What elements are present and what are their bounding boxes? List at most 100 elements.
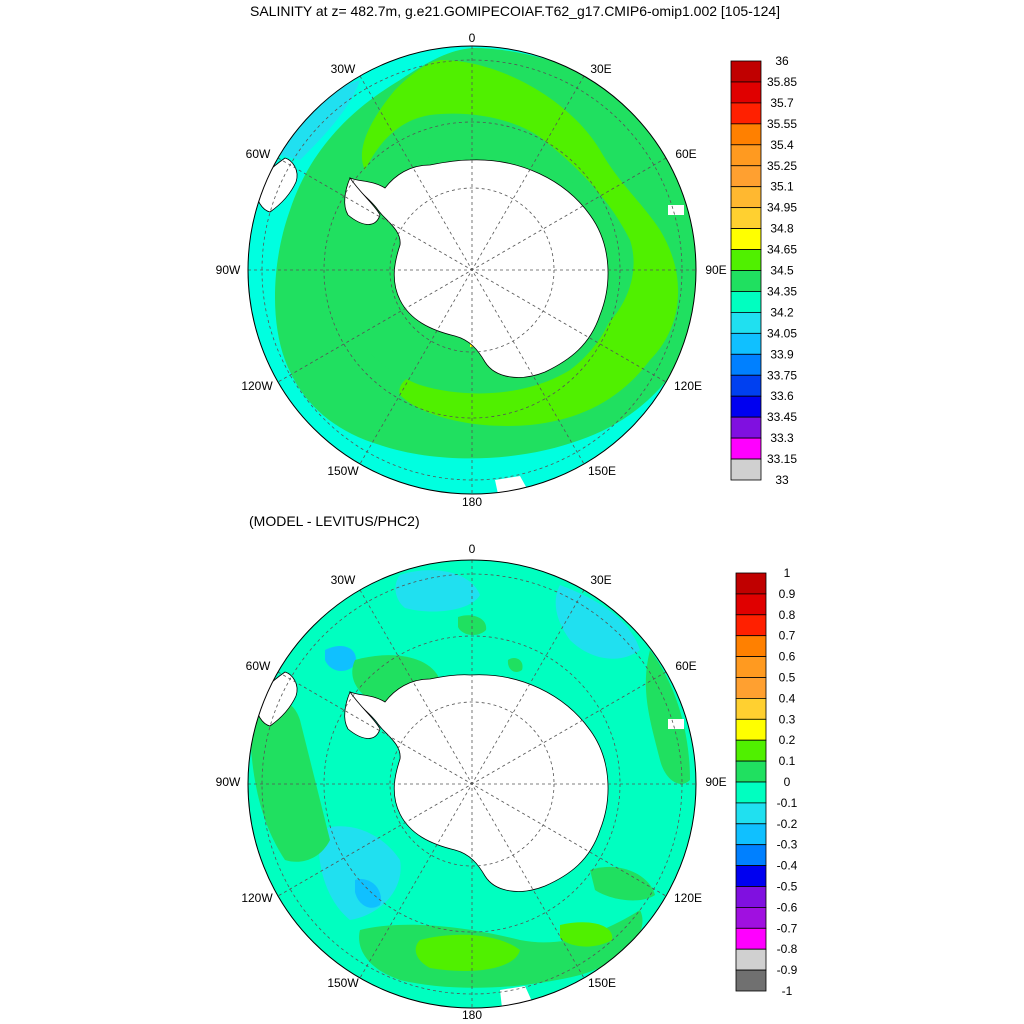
difference-colorbar-swatch-18 xyxy=(735,948,767,971)
graticule-bottom xyxy=(248,560,696,1008)
lon-90e-b: 90E xyxy=(705,775,726,789)
difference-colorbar-swatch-12 xyxy=(735,823,767,846)
salinity-colorbar-label-8: 34.8 xyxy=(770,222,794,236)
difference-colorbar-label-13: -0.3 xyxy=(777,838,798,852)
lon-180-b: 180 xyxy=(462,1008,482,1022)
island-kerguelen-bottom xyxy=(668,719,684,729)
diff-atlantic-negative xyxy=(395,570,480,612)
diff-south-atlantic-negative xyxy=(325,645,356,672)
salinity-colorbar-swatch-0 xyxy=(730,60,762,83)
lon-150e-b: 150E xyxy=(588,976,616,990)
salinity-colorbar-label-15: 33.75 xyxy=(767,368,797,382)
difference-colorbar-label-18: -0.8 xyxy=(777,942,798,956)
salinity-colorbar-label-2: 35.7 xyxy=(770,96,794,110)
difference-colorbar-swatch-8 xyxy=(735,739,767,762)
difference-colorbar-label-15: -0.5 xyxy=(777,880,798,894)
salinity-colorbar-label-9: 34.65 xyxy=(767,243,797,257)
salinity-colorbar-swatch-3 xyxy=(730,123,762,146)
difference-colorbar-label-6: 0.4 xyxy=(779,691,796,705)
salinity-colorbar: 36 35.85 35.7 35.55 35.4 35.25 35.1 34.95 34.8 34… xyxy=(730,54,797,487)
difference-colorbar-swatch-11 xyxy=(735,802,767,825)
lon-120w: 120W xyxy=(241,379,273,393)
salinity-colorbar-label-12: 34.2 xyxy=(770,305,794,319)
difference-colorbar-label-8: 0.2 xyxy=(779,733,796,747)
antarctica-land xyxy=(349,159,609,378)
salinity-colorbar-swatch-5 xyxy=(730,165,762,188)
lon-120e-b: 120E xyxy=(674,891,702,905)
difference-colorbar-label-16: -0.6 xyxy=(777,900,798,914)
salinity-colorbar-swatch-19 xyxy=(730,458,762,481)
salinity-colorbar-label-1: 35.85 xyxy=(767,75,797,89)
difference-colorbar-swatch-3 xyxy=(735,635,767,658)
diff-east-pacific-positive xyxy=(590,866,655,901)
lon-60e: 60E xyxy=(675,147,696,161)
salinity-colorbar-label-5: 35.25 xyxy=(767,159,797,173)
difference-colorbar-label-14: -0.4 xyxy=(777,859,798,873)
salinity-colorbar-label-3: 35.55 xyxy=(767,117,797,131)
salinity-colorbar-swatch-1 xyxy=(730,81,762,104)
difference-colorbar-label-12: -0.2 xyxy=(777,817,798,831)
difference-colorbar-label-10: 0 xyxy=(784,775,791,789)
south-america-land xyxy=(254,157,298,213)
difference-colorbar-swatch-14 xyxy=(735,865,767,887)
lon-60w: 60W xyxy=(246,147,271,161)
salinity-colorbar-swatch-16 xyxy=(730,395,762,418)
difference-colorbar-label-1: 0.9 xyxy=(779,587,796,601)
difference-colorbar-swatch-7 xyxy=(735,718,767,741)
salinity-colorbar-swatch-14 xyxy=(730,353,762,376)
difference-colorbar-label-19: -0.9 xyxy=(777,963,798,977)
salinity-colorbar-swatch-18 xyxy=(730,437,762,460)
difference-colorbar-label-5: 0.5 xyxy=(779,671,796,685)
salinity-colorbar-swatch-17 xyxy=(730,416,762,439)
antarctica-land-bottom xyxy=(349,674,609,892)
diff-pacific-strong-positive xyxy=(415,934,520,971)
salinity-colorbar-swatch-13 xyxy=(730,332,762,355)
salinity-colorbar-swatch-2 xyxy=(730,102,762,125)
salinity-colorbar-label-16: 33.6 xyxy=(770,389,794,403)
lon-60w-b: 60W xyxy=(246,659,271,673)
difference-colorbar-label-3: 0.7 xyxy=(779,629,796,643)
difference-colorbar-swatch-2 xyxy=(735,614,767,637)
salinity-colorbar-label-4: 35.4 xyxy=(770,138,794,152)
difference-map xyxy=(247,559,697,1009)
difference-colorbar-label-20: -1 xyxy=(782,984,793,998)
salinity-colorbar-label-17: 33.45 xyxy=(767,410,797,424)
difference-colorbar-swatch-15 xyxy=(735,886,767,908)
difference-colorbar-label-11: -0.1 xyxy=(777,796,798,810)
graticule-top xyxy=(248,46,696,494)
antarctic-peninsula xyxy=(344,177,381,225)
difference-colorbar-swatch-13 xyxy=(735,844,767,867)
salinity-colorbar-label-13: 34.05 xyxy=(767,326,797,340)
lon-0-b: 0 xyxy=(469,542,476,556)
lon-0: 0 xyxy=(469,31,476,45)
difference-colorbar-swatch-9 xyxy=(735,760,767,783)
salinity-colorbar-swatch-15 xyxy=(730,374,762,397)
lon-180: 180 xyxy=(462,495,482,509)
difference-colorbar-label-4: 0.6 xyxy=(779,650,796,664)
bottom-longitude-labels: 0 30E 60E 90E 120E 150E 180 150W 120W 90… xyxy=(216,542,727,1022)
south-america-land-bottom xyxy=(254,671,298,727)
difference-colorbar: 1 0.9 0.8 0.7 0.6 0.5 0.4 0.3 0.2 0.1 0 -0.1 -0.2 -0.… xyxy=(735,566,798,998)
difference-colorbar-swatch-10 xyxy=(735,781,767,804)
lon-30e: 30E xyxy=(590,62,611,76)
diff-small-positive-0 xyxy=(458,615,487,636)
lon-120w-b: 120W xyxy=(241,891,273,905)
salinity-colorbar-swatch-6 xyxy=(730,186,762,209)
difference-colorbar-swatch-17 xyxy=(735,927,767,950)
lon-30w: 30W xyxy=(331,62,356,76)
salinity-colorbar-swatch-10 xyxy=(730,270,762,292)
lon-120e: 120E xyxy=(674,379,702,393)
lon-150w-b: 150W xyxy=(327,976,359,990)
salinity-colorbar-label-0: 36 xyxy=(775,54,789,68)
difference-colorbar-label-7: 0.3 xyxy=(779,712,796,726)
difference-colorbar-swatch-5 xyxy=(735,677,767,699)
difference-colorbar-swatch-0 xyxy=(735,572,767,595)
lon-90e: 90E xyxy=(705,263,726,277)
main-title: SALINITY at z= 482.7m, g.e21.GOMIPECOIAF… xyxy=(250,3,781,19)
difference-colorbar-label-17: -0.7 xyxy=(777,921,798,935)
diff-ross-negative xyxy=(355,879,381,908)
difference-colorbar-label-2: 0.8 xyxy=(779,608,796,622)
salinity-colorbar-label-19: 33.15 xyxy=(767,452,797,466)
lon-30e-b: 30E xyxy=(590,573,611,587)
